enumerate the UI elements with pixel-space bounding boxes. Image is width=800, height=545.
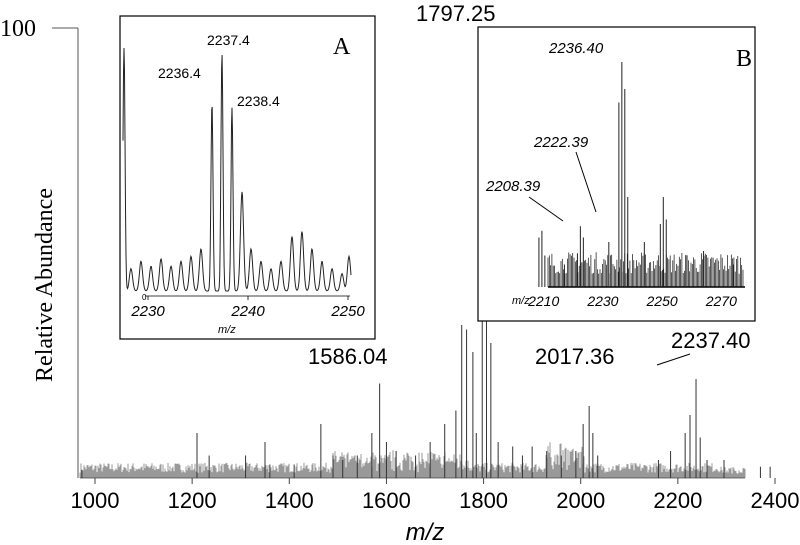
- spectrum-peaks: [81, 28, 771, 478]
- inset-b-leader-2222-39: [575, 151, 597, 213]
- x-tick-label-1800: 1800: [459, 488, 508, 513]
- x-tick-label-1400: 1400: [265, 488, 314, 513]
- inset-a-peak-2236-4: 2236.4: [158, 65, 201, 81]
- inset-a-peak-2237-4: 2237.4: [207, 32, 250, 48]
- peak-label-2017-36: 2017.36: [535, 344, 615, 369]
- inset-b-panel-label: B: [736, 46, 752, 72]
- x-tick-label-1200: 1200: [168, 488, 217, 513]
- inset-b-peak-2208-39: 2208.39: [485, 178, 541, 195]
- y-axis-label: Relative Abundance: [32, 188, 58, 382]
- inset-a-x-tick-label-2240: 2240: [230, 303, 265, 320]
- peak-label-1586-04: 1586.04: [308, 344, 388, 369]
- inset-a-x-label: m/z: [218, 324, 236, 336]
- inset-b-peak-2222-39: 2222.39: [533, 134, 589, 151]
- inset-b-x-label: m/z: [512, 295, 530, 307]
- inset-b-noise-trace: [547, 252, 744, 287]
- inset-b-peak-2236-40: 2236.40: [548, 40, 604, 57]
- inset-b-x-tick-label-2230: 2230: [586, 293, 618, 309]
- inset-a-y-zero: 0: [142, 293, 147, 302]
- x-tick-label-1000: 1000: [71, 488, 120, 513]
- inset-a-x-ticks: 2230 2240 2250: [130, 296, 365, 320]
- inset-b-frame: [477, 26, 756, 322]
- inset-a-x-tick-label-2250: 2250: [330, 303, 365, 320]
- inset-b-spectrum-peaks: [538, 62, 734, 287]
- peak-label-1797-25: 1797.25: [416, 1, 496, 26]
- inset-b: B 2210 2230 2250 2270 m/z 2236.40 2222.39 2…: [477, 26, 756, 322]
- x-tick-label-1600: 1600: [362, 488, 411, 513]
- x-tick-label-2200: 2200: [653, 488, 702, 513]
- peak-label-2237-40: 2237.40: [671, 328, 751, 353]
- x-tick-label-2400: 2400: [751, 488, 800, 513]
- y-tick-label-100: 100: [0, 16, 36, 42]
- x-axis-label: m/z: [406, 519, 445, 545]
- noise-trace: [79, 442, 746, 478]
- x-axis-ticks: 1000 1200 1400 1600 1800 2000 2200 2400: [71, 478, 800, 513]
- inset-b-x-tick-label-2210: 2210: [527, 293, 559, 309]
- inset-b-x-ticks: 2210 2230 2250 2270: [527, 293, 737, 309]
- x-tick-label-2000: 2000: [556, 488, 605, 513]
- inset-b-x-tick-label-2270: 2270: [705, 293, 737, 309]
- inset-a-peak-2238-4: 2238.4: [237, 93, 280, 109]
- baseline-noise: [79, 442, 746, 479]
- peak-leader-2237-40: [656, 353, 691, 366]
- inset-b-leader-2208-39: [528, 196, 564, 222]
- inset-a: A 0 2230 2240 2250 m/z 2237.4 2236.4 2238.…: [119, 15, 376, 340]
- inset-a-spectrum-trace: [122, 47, 352, 292]
- inset-a-x-tick-label-2230: 2230: [130, 303, 165, 320]
- inset-a-panel-label: A: [333, 34, 351, 60]
- inset-b-x-tick-label-2250: 2250: [646, 293, 678, 309]
